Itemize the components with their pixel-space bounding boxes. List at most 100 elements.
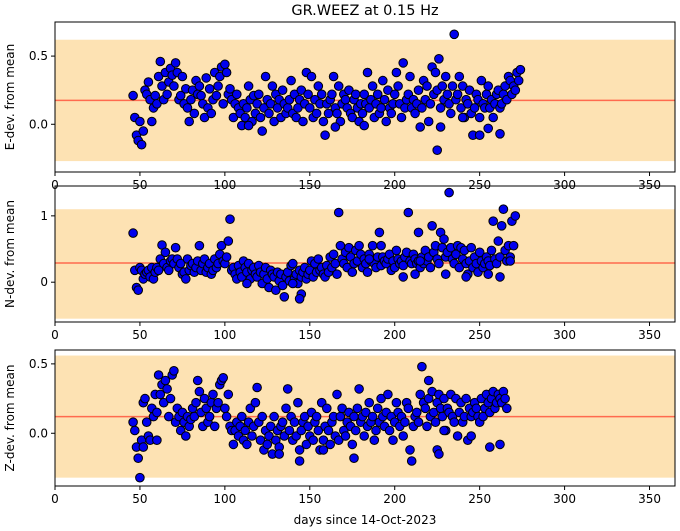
data-point: [186, 94, 196, 105]
data-point: [495, 272, 505, 282]
data-point: [466, 242, 477, 253]
data-point: [220, 59, 230, 70]
data-point: [415, 389, 426, 400]
data-point: [289, 417, 300, 428]
x-tick-label: 350: [638, 492, 661, 506]
x-tick-label: 250: [468, 178, 491, 192]
data-point: [177, 71, 188, 82]
x-tick-label: 250: [468, 328, 491, 342]
data-point: [508, 0, 517, 4]
data-point: [223, 389, 234, 400]
data-point: [381, 116, 392, 127]
data-point: [311, 108, 322, 119]
data-point: [367, 240, 378, 251]
data-point: [135, 472, 145, 483]
data-points: [128, 0, 532, 483]
data-point: [388, 435, 398, 446]
data-point: [415, 256, 426, 266]
data-point: [454, 71, 465, 82]
data-point: [446, 108, 456, 119]
data-point: [521, 0, 530, 4]
data-point: [412, 407, 422, 418]
data-point: [505, 256, 516, 266]
data-point: [391, 67, 402, 78]
data-point: [260, 71, 271, 82]
data-point: [476, 75, 487, 86]
data-point: [413, 85, 424, 95]
data-point: [282, 384, 293, 394]
data-point: [452, 431, 463, 441]
data-point: [155, 56, 166, 67]
data-point: [513, 0, 522, 4]
data-point: [350, 89, 361, 100]
data-point: [444, 187, 454, 198]
data-point: [398, 58, 409, 68]
data-point: [296, 85, 307, 95]
data-point: [252, 382, 262, 393]
x-tick-label: 200: [383, 178, 406, 192]
data-point: [520, 0, 529, 4]
data-point: [510, 211, 521, 221]
x-tick-label: 150: [298, 492, 321, 506]
axes-frame: [54, 349, 676, 487]
data-point: [330, 122, 341, 132]
chart-title: GR.WEEZ at 0.15 Hz: [291, 3, 438, 19]
data-point: [318, 435, 329, 446]
data-point: [405, 71, 415, 82]
data-point: [495, 439, 505, 450]
data-point: [486, 245, 497, 256]
data-point: [152, 435, 162, 446]
data-point: [128, 90, 138, 101]
data-point: [423, 116, 434, 127]
data-point: [464, 85, 475, 95]
data-point: [328, 71, 339, 82]
x-tick-label: 50: [132, 328, 147, 342]
data-point: [523, 0, 532, 4]
data-point: [243, 120, 254, 131]
data-point: [157, 81, 167, 91]
data-point: [242, 439, 252, 450]
data-point: [422, 421, 432, 432]
data-point: [318, 445, 329, 455]
data-point: [164, 411, 174, 422]
data-point: [354, 240, 364, 251]
data-point: [359, 120, 370, 131]
data-point: [152, 407, 162, 418]
data-point: [410, 108, 420, 119]
data-point: [425, 99, 436, 109]
data-point: [350, 425, 361, 436]
data-point: [332, 269, 342, 280]
data-point: [340, 431, 351, 441]
data-point: [294, 445, 305, 455]
data-point: [250, 397, 261, 408]
y-axis-label: E-dev. from mean: [3, 44, 17, 150]
data-point: [457, 112, 468, 123]
data-point: [277, 280, 288, 291]
data-point: [130, 425, 140, 436]
data-point: [396, 112, 407, 123]
data-point: [199, 112, 210, 123]
data-point: [518, 0, 527, 4]
data-point: [434, 449, 444, 459]
data-point: [225, 84, 235, 94]
data-point: [523, 0, 532, 4]
data-point: [288, 258, 298, 269]
data-point: [169, 366, 179, 376]
data-point: [513, 75, 524, 86]
x-tick-label: 150: [298, 328, 321, 342]
x-tick-label: 250: [468, 492, 491, 506]
data-point: [440, 269, 451, 280]
data-point: [327, 89, 337, 100]
data-point: [184, 116, 194, 127]
data-point: [367, 411, 378, 422]
data-point: [294, 456, 305, 466]
data-point: [158, 397, 169, 408]
data-point: [313, 425, 324, 436]
data-point: [516, 0, 525, 4]
data-point: [255, 435, 266, 446]
data-point: [429, 407, 439, 418]
data-point: [520, 0, 529, 4]
data-point: [333, 207, 344, 218]
data-point: [518, 0, 527, 4]
data-point: [337, 403, 347, 414]
